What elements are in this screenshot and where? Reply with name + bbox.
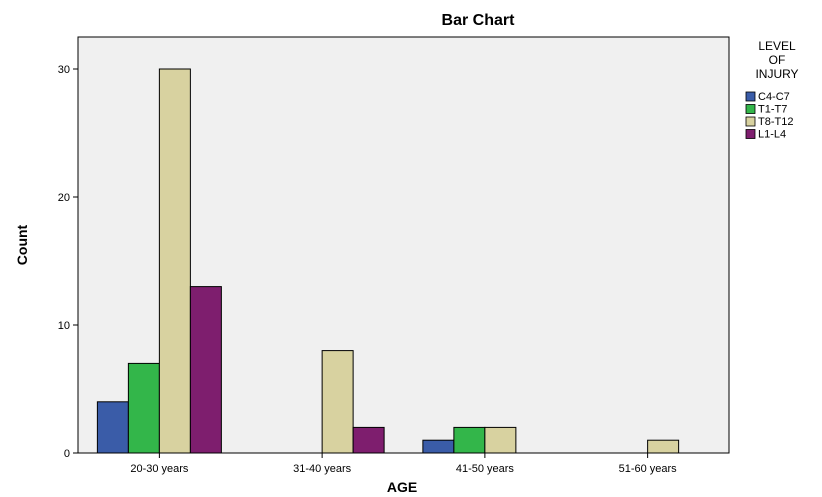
bars-group bbox=[96, 68, 680, 454]
bar-t8-t12 bbox=[647, 439, 680, 454]
legend-title-line-2: OF bbox=[769, 53, 786, 67]
y-tick-label: 0 bbox=[64, 448, 70, 460]
legend-label: T8-T12 bbox=[758, 116, 793, 128]
y-tick-label: 30 bbox=[58, 64, 70, 76]
chart-title: Bar Chart bbox=[442, 12, 516, 29]
legend-label: C4-C7 bbox=[758, 91, 790, 103]
legend-swatch bbox=[745, 116, 756, 127]
x-tick-label: 41-50 years bbox=[456, 463, 515, 475]
bar-c4-c7 bbox=[96, 401, 129, 454]
x-tick-label: 31-40 years bbox=[293, 463, 352, 475]
y-tick-label: 20 bbox=[58, 192, 70, 204]
x-tick-label: 20-30 years bbox=[130, 463, 189, 475]
x-tick-label: 51-60 years bbox=[619, 463, 678, 475]
bar-t1-t7 bbox=[453, 426, 486, 454]
legend-swatch bbox=[745, 129, 756, 139]
bar-t1-t7 bbox=[127, 362, 160, 454]
bar-l1-l4 bbox=[352, 426, 385, 454]
x-axis-label: AGE bbox=[387, 479, 417, 495]
bar-t8-t12 bbox=[321, 350, 354, 454]
y-axis-label: Count bbox=[14, 224, 30, 265]
bar-l1-l4 bbox=[189, 286, 222, 454]
y-axis: 0 10 20 30 bbox=[58, 64, 78, 460]
legend-label: L1-L4 bbox=[758, 129, 786, 141]
legend-title-line-3: INJURY bbox=[755, 67, 798, 81]
y-tick-label: 10 bbox=[58, 320, 70, 332]
legend-title-line-1: LEVEL bbox=[758, 39, 796, 53]
legend-label: T1-T7 bbox=[758, 104, 787, 116]
bar-t8-t12 bbox=[158, 68, 191, 454]
legend-swatch bbox=[745, 91, 756, 102]
bar-t8-t12 bbox=[484, 426, 517, 454]
bar-c4-c7 bbox=[422, 439, 455, 454]
x-axis: 20-30 years 31-40 years 41-50 years 51-60 y… bbox=[130, 453, 677, 475]
legend-swatch bbox=[745, 104, 756, 114]
